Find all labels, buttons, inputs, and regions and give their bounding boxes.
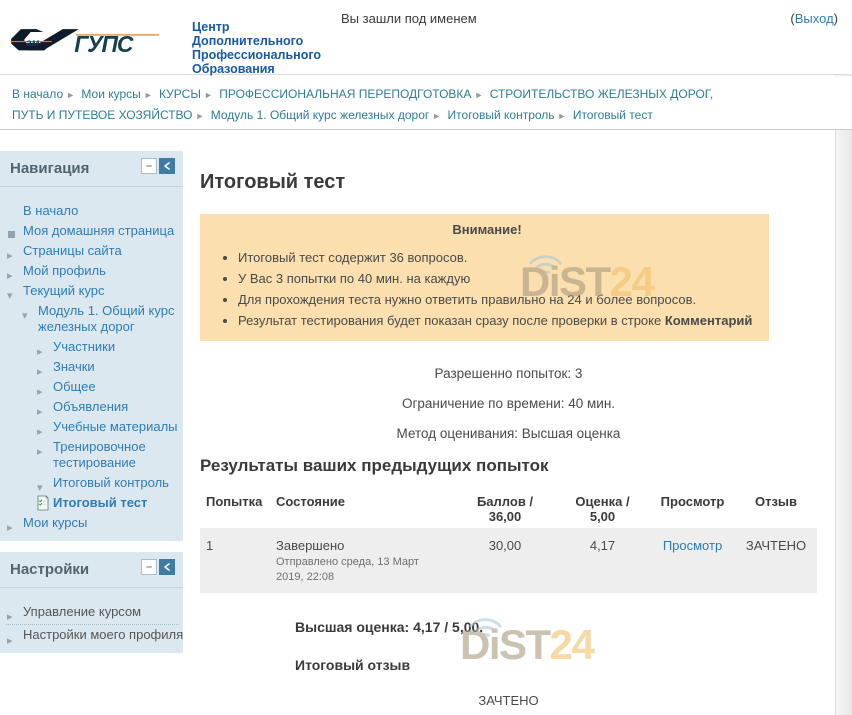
svg-text:ГУПС: ГУПС (74, 31, 134, 57)
svg-text:DiST24: DiST24 (520, 258, 656, 300)
svg-text:DiST24: DiST24 (460, 621, 596, 663)
svg-text:ам: ам (26, 38, 40, 49)
